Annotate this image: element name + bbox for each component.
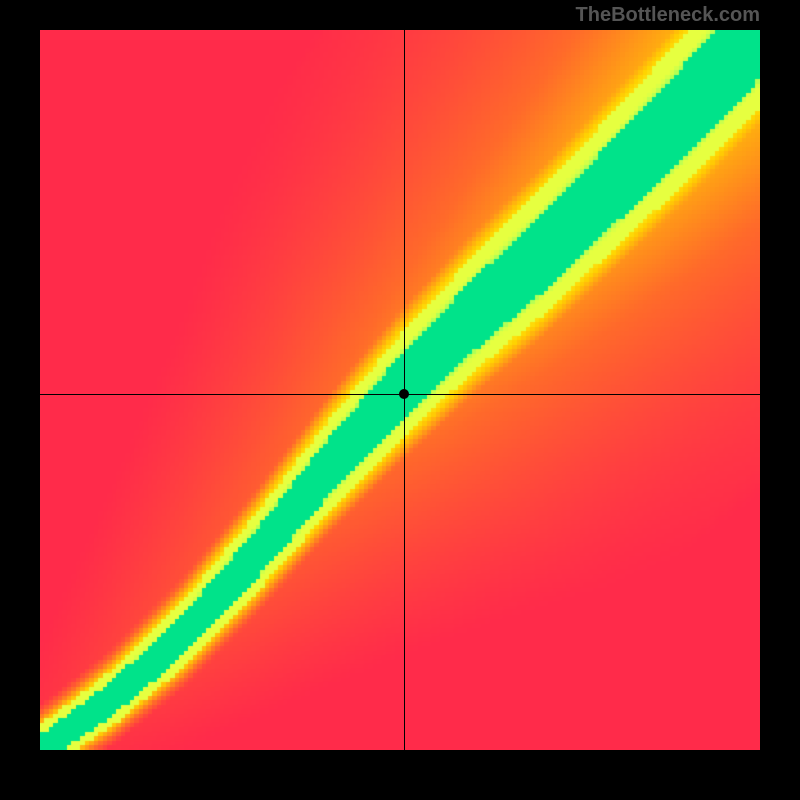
plot-area <box>40 30 760 750</box>
crosshair-marker <box>399 389 409 399</box>
watermark-text: TheBottleneck.com <box>576 4 760 27</box>
